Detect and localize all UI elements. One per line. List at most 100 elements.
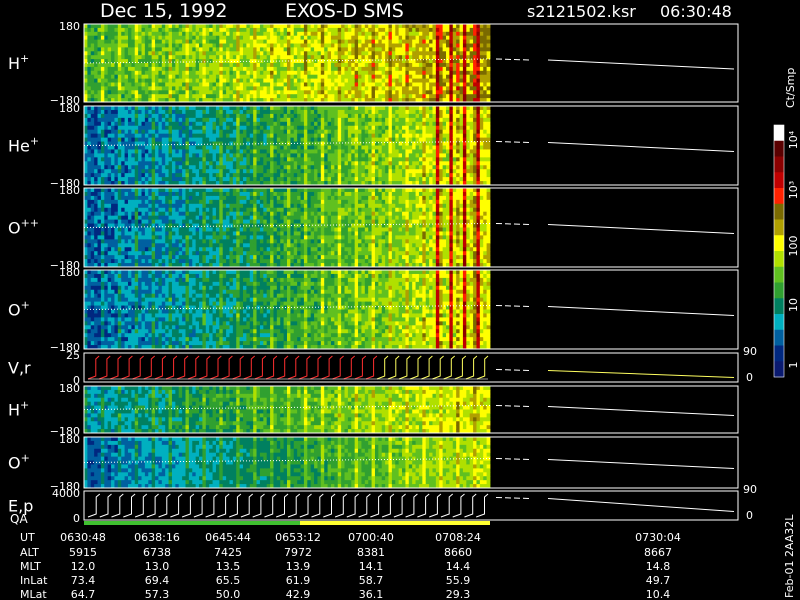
heatmap-cell — [476, 98, 481, 103]
heatmap-cell — [462, 59, 467, 64]
heatmap-cell — [324, 161, 328, 166]
heatmap-cell — [483, 149, 488, 154]
heatmap-cell — [459, 145, 464, 150]
heatmap-cell — [253, 90, 257, 95]
heatmap-cell — [337, 82, 342, 87]
heatmap-cell — [209, 39, 213, 44]
heatmap-cell — [374, 121, 379, 127]
heatmap-cell — [253, 78, 257, 83]
heatmap-cell — [330, 133, 335, 138]
heatmap-cell — [314, 165, 318, 170]
heatmap-cell — [236, 125, 241, 131]
heatmap-cell — [229, 125, 234, 131]
heatmap-cell — [90, 219, 95, 224]
heatmap-cell — [249, 125, 254, 131]
heatmap-cell — [358, 117, 362, 123]
heatmap-cell — [297, 90, 301, 95]
heatmap-cell — [412, 173, 416, 178]
heatmap-cell — [161, 74, 166, 79]
heatmap-cell — [94, 191, 98, 197]
heatmap-cell — [422, 129, 427, 135]
heatmap-cell — [121, 121, 125, 127]
heatmap-cell — [456, 117, 460, 123]
heatmap-cell — [243, 141, 247, 146]
heatmap-cell — [104, 117, 109, 123]
heatmap-cell — [219, 86, 224, 91]
heatmap-cell — [148, 165, 153, 170]
heatmap-cell — [388, 177, 393, 182]
heatmap-cell — [90, 27, 95, 33]
heatmap-cell — [473, 141, 477, 146]
heatmap-cell — [94, 94, 98, 99]
heatmap-cell — [368, 125, 372, 131]
instrument-title: EXOS-D SMS — [285, 0, 404, 22]
heatmap-cell — [151, 125, 156, 131]
heatmap-cell — [165, 90, 169, 95]
heatmap-cell — [185, 149, 190, 154]
heatmap-cell — [104, 207, 109, 213]
heatmap-cell — [293, 59, 298, 64]
heatmap-cell — [371, 82, 376, 87]
heatmap-cell — [205, 82, 210, 87]
heatmap-cell — [171, 43, 176, 48]
heatmap-cell — [344, 133, 349, 138]
heatmap-cell — [188, 31, 193, 37]
heatmap-cell — [229, 43, 234, 48]
heatmap-cell — [378, 39, 383, 44]
heatmap-cell — [94, 181, 98, 186]
date-title: Dec 15, 1992 — [100, 0, 227, 22]
heatmap-cell — [273, 177, 278, 182]
heatmap-cell — [236, 82, 241, 87]
heatmap-cell — [100, 203, 105, 209]
heatmap-cell — [287, 74, 291, 79]
heatmap-cell — [87, 247, 92, 252]
heatmap-cell — [161, 43, 166, 48]
heatmap-cell — [483, 90, 488, 95]
heatmap-cell — [320, 63, 325, 68]
heatmap-cell — [219, 31, 224, 37]
heatmap-cell — [381, 153, 386, 158]
heatmap-cell — [243, 82, 247, 87]
heatmap-cell — [215, 82, 220, 87]
heatmap-cell — [314, 181, 318, 186]
heatmap-cell — [303, 86, 308, 91]
heatmap-cell — [361, 55, 366, 60]
heatmap-cell — [165, 169, 169, 174]
heatmap-cell — [100, 161, 105, 166]
heatmap-cell — [138, 66, 142, 72]
heatmap-cell — [100, 98, 105, 103]
header: Dec 15, 1992 EXOS-D SMS s2121502.ksr 06:… — [100, 0, 732, 22]
heatmap-cell — [263, 74, 268, 79]
heatmap-cell — [354, 141, 359, 146]
heatmap-cell — [381, 24, 386, 29]
heatmap-cell — [408, 86, 413, 91]
heatmap-cell — [483, 145, 488, 150]
heatmap-cell — [422, 121, 427, 127]
heatmap-cell — [405, 63, 410, 68]
heatmap-cell — [337, 113, 342, 119]
heatmap-cell — [405, 121, 410, 127]
heatmap-cell — [276, 90, 281, 95]
heatmap-cell — [330, 161, 335, 166]
heatmap-cell — [385, 90, 389, 95]
heatmap-cell — [168, 24, 173, 29]
heatmap-cell — [188, 47, 193, 52]
heatmap-cell — [195, 165, 200, 170]
heatmap-cell — [246, 31, 251, 37]
heatmap-cell — [104, 195, 109, 201]
heatmap-cell — [459, 129, 464, 135]
heatmap-cell — [307, 153, 312, 158]
heatmap-cell — [418, 74, 423, 79]
heatmap-cell — [259, 117, 264, 123]
heatmap-cell — [368, 94, 372, 99]
heatmap-cell — [462, 39, 467, 44]
heatmap-cell — [182, 31, 186, 37]
heatmap-cell — [239, 145, 244, 150]
heatmap-cell — [107, 90, 112, 95]
heatmap-cell — [175, 169, 180, 174]
heatmap-cell — [259, 113, 264, 119]
heatmap-cell — [168, 98, 173, 103]
heatmap-cell — [364, 55, 369, 60]
trend-dash — [495, 141, 531, 143]
heatmap-cell — [87, 90, 92, 95]
